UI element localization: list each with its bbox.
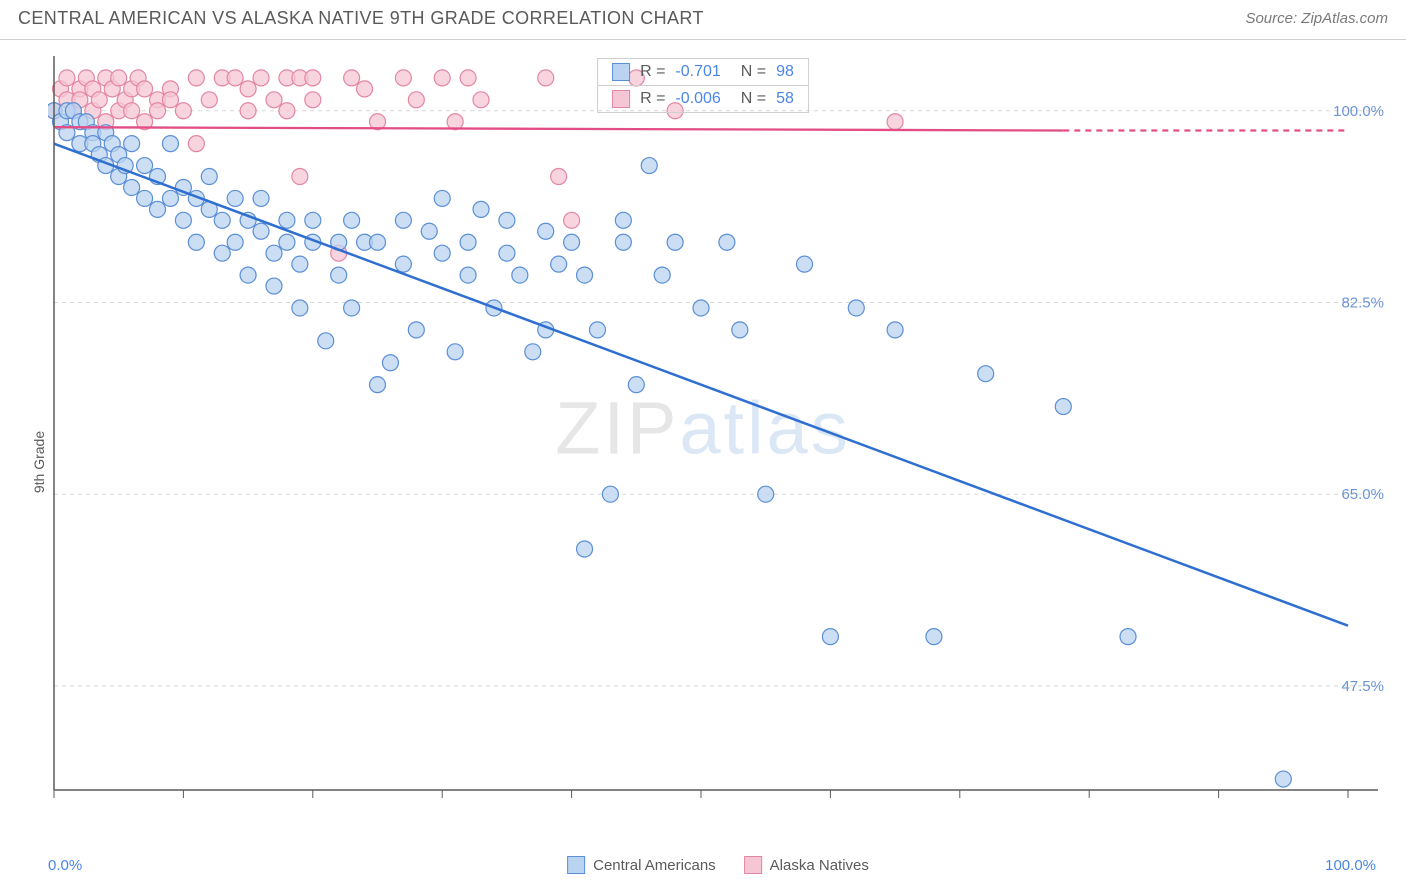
svg-text:100.0%: 100.0%	[1333, 103, 1384, 120]
correlation-legend: R = -0.701 N = 98 R = -0.006 N = 58	[597, 58, 809, 113]
chart-area: 9th Grade ZIPatlas 100.0%82.5%65.0%47.5%…	[0, 40, 1406, 884]
chart-title: CENTRAL AMERICAN VS ALASKA NATIVE 9TH GR…	[18, 8, 704, 29]
legend-n-blue: 98	[776, 63, 794, 81]
scatter-plot: 100.0% 82.5% 65.0% 47.5%	[48, 50, 1388, 820]
legend-r-blue: -0.701	[675, 63, 720, 81]
bottom-legend: Central Americans Alaska Natives	[567, 856, 869, 874]
bottom-legend-item-pink: Alaska Natives	[744, 856, 869, 874]
y-axis-label: 9th Grade	[31, 431, 47, 493]
header: CENTRAL AMERICAN VS ALASKA NATIVE 9TH GR…	[0, 0, 1406, 40]
x-max-label: 100.0%	[1325, 857, 1376, 874]
legend-row-pink: R = -0.006 N = 58	[598, 86, 808, 112]
legend-n-label: N =	[741, 63, 766, 81]
legend-r-pink: -0.006	[675, 90, 720, 108]
legend-r-label: R =	[640, 63, 665, 81]
svg-text:47.5%: 47.5%	[1341, 678, 1384, 695]
legend-row-blue: R = -0.701 N = 98	[598, 59, 808, 86]
legend-swatch-pink	[612, 90, 630, 108]
bottom-legend-pink-label: Alaska Natives	[770, 857, 869, 874]
legend-swatch-pink-icon	[744, 856, 762, 874]
legend-n-pink: 58	[776, 90, 794, 108]
x-axis-footer: 0.0% Central Americans Alaska Natives 10…	[48, 852, 1388, 878]
x-min-label: 0.0%	[48, 857, 82, 874]
legend-swatch-blue-icon	[567, 856, 585, 874]
legend-n-label: N =	[741, 90, 766, 108]
legend-r-label: R =	[640, 90, 665, 108]
svg-text:82.5%: 82.5%	[1341, 294, 1384, 311]
bottom-legend-blue-label: Central Americans	[593, 857, 716, 874]
source-label: Source: ZipAtlas.com	[1245, 10, 1388, 27]
bottom-legend-item-blue: Central Americans	[567, 856, 716, 874]
svg-text:65.0%: 65.0%	[1341, 486, 1384, 503]
legend-swatch-blue	[612, 63, 630, 81]
